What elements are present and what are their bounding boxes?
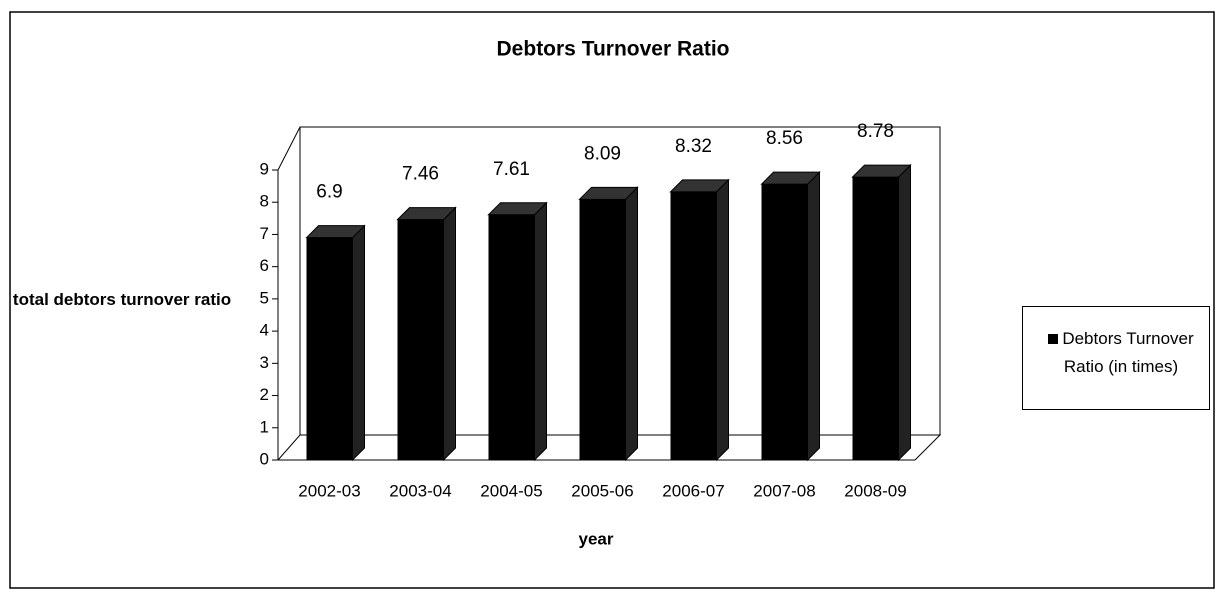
value-label: 7.61 — [493, 159, 530, 180]
x-tick-label: 2007-08 — [753, 481, 815, 500]
bar-side — [716, 178, 729, 462]
value-label: 7.46 — [402, 164, 439, 185]
bar — [306, 237, 353, 460]
value-label: 8.56 — [766, 128, 803, 149]
y-tick-label: 2 — [260, 385, 269, 404]
y-tick-label: 8 — [260, 192, 269, 211]
bar-side — [898, 163, 911, 462]
x-tick-label: 2005-06 — [571, 481, 633, 500]
x-tick-label: 2004-05 — [480, 481, 542, 500]
bar-side — [443, 206, 456, 462]
axis-edge — [277, 126, 301, 171]
value-label: 8.78 — [857, 121, 894, 142]
y-tick-label: 7 — [260, 224, 269, 243]
y-tick-label: 1 — [260, 417, 269, 436]
y-tick-label: 0 — [260, 449, 269, 468]
bar-side — [352, 224, 365, 462]
x-tick-label: 2006-07 — [662, 481, 724, 500]
legend-swatch — [1048, 334, 1059, 344]
y-tick-label: 6 — [260, 256, 269, 275]
y-axis-label: total debtors turnover ratio — [12, 290, 232, 309]
bar — [761, 184, 808, 460]
bar — [579, 199, 626, 461]
value-label: 8.32 — [675, 136, 712, 157]
y-tick-label: 4 — [260, 321, 269, 340]
chart-title: Debtors Turnover Ratio — [497, 38, 730, 61]
legend-label: Debtors Turnover Ratio (in times) — [1062, 329, 1194, 376]
y-tick-label: 5 — [260, 288, 269, 307]
x-tick-label: 2002-03 — [298, 481, 360, 500]
bar — [852, 177, 899, 461]
bar-side — [807, 170, 820, 462]
bar — [488, 214, 535, 460]
x-tick-label: 2008-09 — [844, 481, 906, 500]
chart-border — [9, 11, 1215, 589]
value-label: 8.09 — [584, 143, 621, 164]
legend: Debtors Turnover Ratio (in times) — [1022, 306, 1210, 410]
x-axis-label: year — [579, 529, 614, 548]
value-label: 6.9 — [316, 182, 342, 203]
x-tick-label: 2003-04 — [389, 481, 451, 500]
y-tick-label: 3 — [260, 353, 269, 372]
bar — [397, 219, 444, 460]
bar — [670, 191, 717, 460]
bar-side — [534, 201, 547, 462]
bar-side — [625, 186, 638, 462]
y-tick-label: 9 — [260, 159, 269, 178]
